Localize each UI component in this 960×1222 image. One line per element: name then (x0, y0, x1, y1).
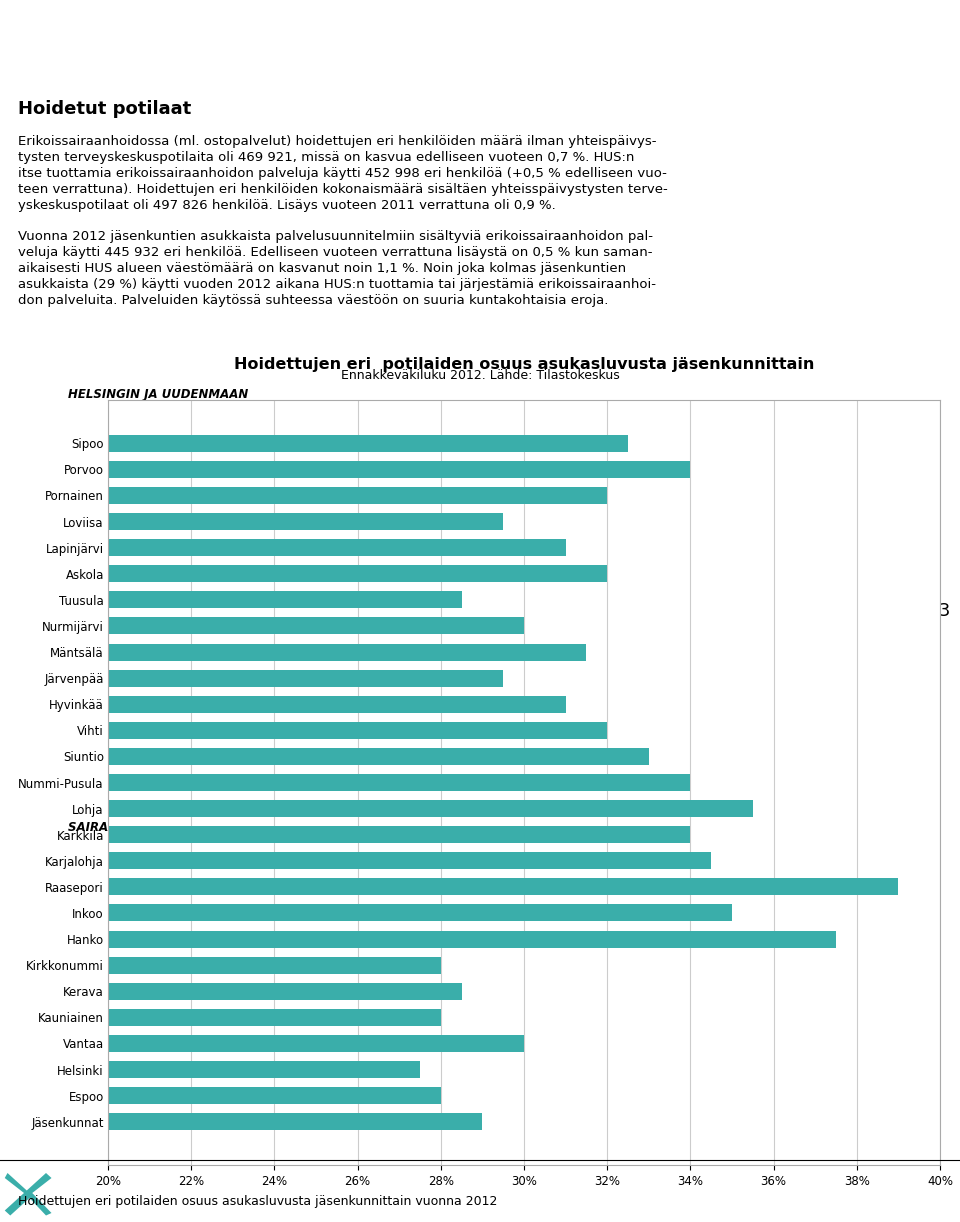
Bar (108, 1035, 524, 1052)
Text: yskeskuspotilaat oli 497 826 henkilöä. Lisäys vuoteen 2011 verrattuna oli 0,9 %.: yskeskuspotilaat oli 497 826 henkilöä. L… (18, 199, 556, 211)
Bar (108, 1113, 483, 1130)
Text: Hoidetut potilaat: Hoidetut potilaat (18, 100, 191, 119)
Text: aikaisesti HUS alueen väestömäärä on kasvanut noin 1,1 %. Noin joka kolmas jäsen: aikaisesti HUS alueen väestömäärä on kas… (18, 262, 626, 275)
Bar (108, 748, 649, 765)
Text: Ennakkeväkiluku 2012. Lähde: Tilastokeskus: Ennakkeväkiluku 2012. Lähde: Tilastokesk… (341, 369, 619, 382)
Bar (108, 904, 732, 921)
Bar (108, 1088, 441, 1105)
Bar (108, 879, 899, 896)
Bar (108, 1009, 441, 1025)
Bar (108, 800, 753, 818)
Polygon shape (5, 1173, 52, 1216)
Text: 11.2.2013: 11.2.2013 (858, 602, 950, 620)
Bar (108, 461, 690, 478)
Bar (108, 695, 565, 712)
Bar (108, 435, 628, 452)
Bar (108, 826, 690, 843)
Text: HELSINGIN JA UUDENMAAN: HELSINGIN JA UUDENMAAN (68, 387, 249, 401)
Bar (108, 982, 462, 1000)
Bar (108, 931, 836, 947)
Text: Hoidettujen eri potilaiden osuus asukasluvusta jäsenkunnittain vuonna 2012: Hoidettujen eri potilaiden osuus asukasl… (18, 1195, 497, 1209)
Title: Hoidettujen eri  potilaiden osuus asukasluvusta jäsenkunnittain: Hoidettujen eri potilaiden osuus asukasl… (234, 358, 814, 373)
Text: tysten terveyskeskuspotilaita oli 469 921, missä on kasvua edelliseen vuoteen 0,: tysten terveyskeskuspotilaita oli 469 92… (18, 152, 635, 164)
Text: Tilinpäätös 2012: Tilinpäätös 2012 (405, 602, 555, 620)
Text: Vuonna 2012 jäsenkuntien asukkaista palvelusuunnitelmiin sisältyviä erikoissaira: Vuonna 2012 jäsenkuntien asukkaista palv… (18, 230, 653, 243)
Bar (108, 513, 503, 530)
Bar (108, 957, 441, 974)
Bar (108, 486, 608, 503)
Bar (108, 617, 524, 634)
Bar (108, 591, 462, 609)
Bar (108, 852, 711, 869)
Bar (108, 722, 608, 739)
Text: itse tuottamia erikoissairaanhoidon palveluja käytti 452 998 eri henkilöä (+0,5 : itse tuottamia erikoissairaanhoidon palv… (18, 167, 667, 180)
Bar (108, 670, 503, 687)
Bar (108, 1061, 420, 1078)
Bar (108, 644, 587, 661)
Bar (108, 566, 608, 582)
Bar (108, 774, 690, 791)
Text: Erikoissairaanhoidossa (ml. ostopalvelut) hoidettujen eri henkilöiden määrä ilma: Erikoissairaanhoidossa (ml. ostopalvelut… (18, 134, 657, 148)
Text: asukkaista (29 %) käytti vuoden 2012 aikana HUS:n tuottamia tai järjestämiä erik: asukkaista (29 %) käytti vuoden 2012 aik… (18, 277, 656, 291)
Text: veluja käytti 445 932 eri henkilöä. Edelliseen vuoteen verrattuna lisäystä on 0,: veluja käytti 445 932 eri henkilöä. Edel… (18, 246, 653, 259)
FancyBboxPatch shape (5, 1171, 55, 1216)
Bar (108, 539, 565, 556)
Text: don palveluita. Palveluiden käytössä suhteessa väestöön on suuria kuntakohtaisia: don palveluita. Palveluiden käytössä suh… (18, 295, 609, 307)
Text: SAIRAANHOITOPIIRIN KUNTAYHTYMÄ: SAIRAANHOITOPIIRIN KUNTAYHTYMÄ (68, 821, 313, 835)
Text: teen verrattuna). Hoidettujen eri henkilöiden kokonaismäärä sisältäen yhteisspäi: teen verrattuna). Hoidettujen eri henkil… (18, 183, 668, 196)
